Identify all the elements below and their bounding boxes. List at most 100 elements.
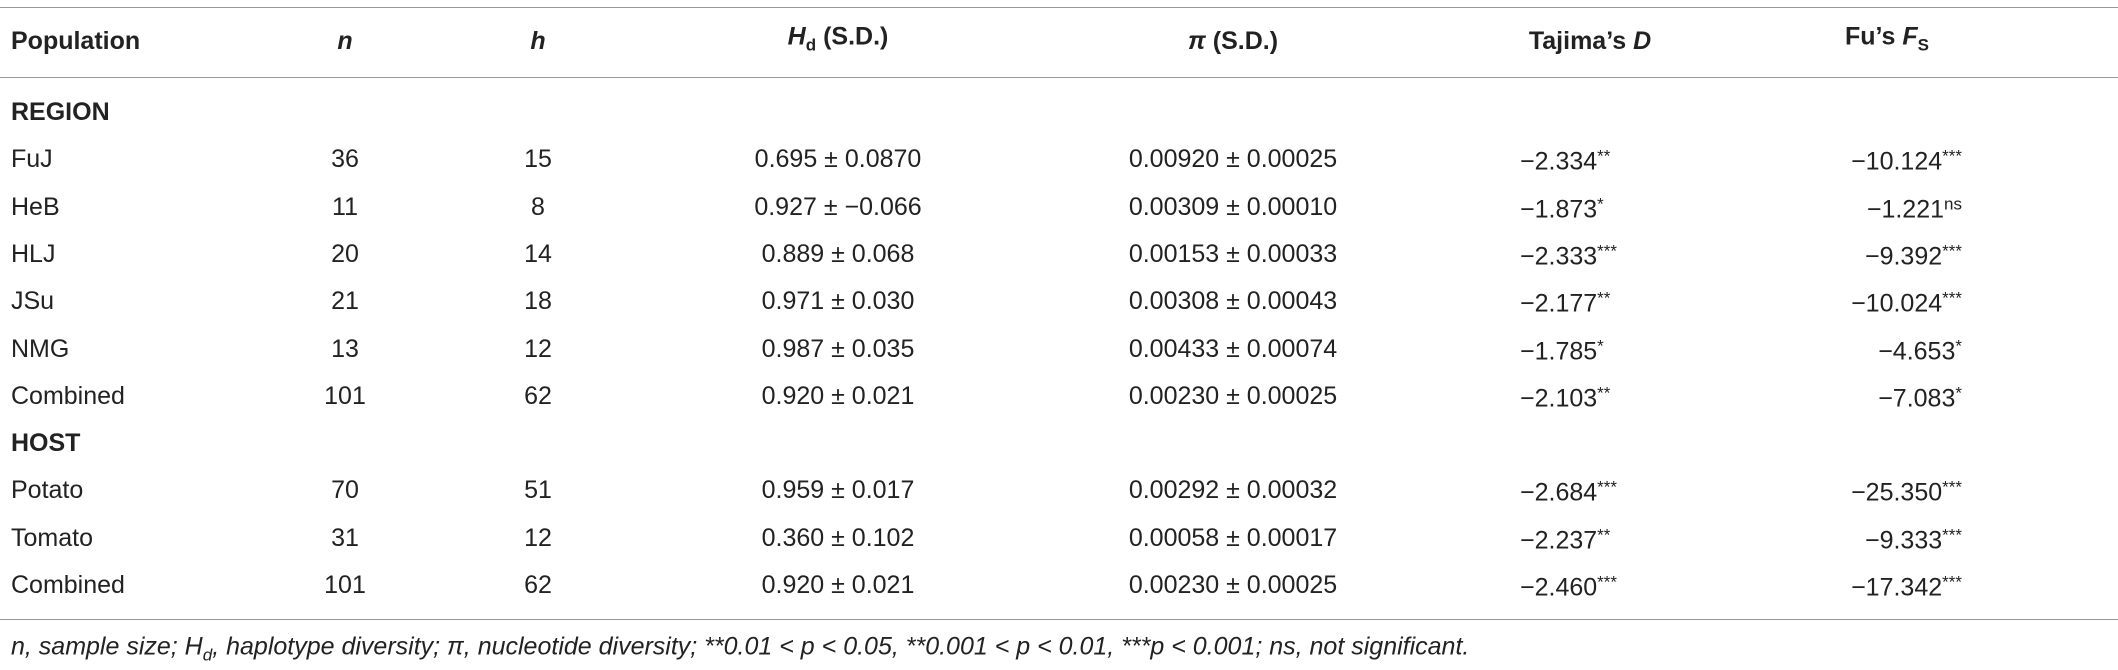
table-cell: 0.00153 ± 0.00033 [1128,239,1338,268]
table-cell: −17.342*** [1851,568,1962,603]
table-cell: 0.920 ± 0.021 [761,381,915,410]
significance-mark: ** [1597,146,1611,166]
table-cell: Tomato [11,523,93,552]
header-text: D [1633,27,1652,55]
table-cell: 15 [524,145,552,174]
significance-mark: *** [1942,288,1962,308]
table-cell: −2.684*** [1520,473,1617,508]
header-cell: n [337,26,352,56]
table-cell: 20 [331,239,359,268]
table-cell: −4.653* [1878,331,1962,366]
table-cell: Combined [11,571,125,599]
table-cell: 62 [524,381,552,410]
table-cell: 0.959 ± 0.017 [761,476,915,505]
table-cell: 0.00433 ± 0.00074 [1128,334,1338,363]
table-cell: 0.889 ± 0.068 [761,239,915,268]
cell-value: −2.460 [1520,573,1598,602]
table-cell: 101 [324,381,366,410]
significance-mark: * [1955,383,1962,403]
table-cell: 0.927 ± −0.066 [754,192,922,221]
significance-mark: * [1597,194,1604,214]
header-text: H [787,22,806,51]
table-cell: −10.124*** [1851,142,1962,177]
table-cell: −1.873* [1520,189,1604,224]
significance-mark: *** [1942,525,1962,545]
table-cell: 36 [331,145,359,174]
header-cell: h [530,26,545,56]
rule [0,619,2118,620]
table-cell: −9.392*** [1865,236,1962,271]
significance-mark: *** [1597,241,1618,261]
table-cell: 101 [324,571,366,599]
table-cell: −2.237** [1520,520,1610,555]
table-cell: 11 [332,192,358,221]
table-cell: 8 [531,192,545,221]
table-cell: 0.360 ± 0.102 [761,523,915,552]
table-cell: 0.00058 ± 0.00017 [1128,523,1338,552]
significance-mark: *** [1942,241,1962,261]
cell-value: −1.221 [1866,195,1945,224]
cell-value: −17.342 [1851,573,1943,602]
section-label: HOST [11,429,81,458]
table-cell: −2.460*** [1520,568,1617,603]
header-text: (S.D.) [816,22,889,51]
table-cell: 62 [524,571,552,599]
table-cell: −1.785* [1520,331,1604,366]
footnote-subscript: d [202,645,213,665]
table-cell: 0.987 ± 0.035 [761,334,915,363]
cell-value: −4.653 [1878,337,1956,365]
significance-mark: ** [1597,383,1611,403]
table-cell: −2.333*** [1520,236,1617,271]
table-cell: 13 [331,334,359,363]
table-cell: JSu [11,287,55,316]
significance-mark: *** [1597,572,1618,592]
cell-value: −9.333 [1864,526,1943,555]
footnote-text: n, sample size; H [11,632,203,661]
table-cell: −1.221ns [1867,189,1962,224]
table-cell: 14 [524,239,552,268]
cell-value: −2.177 [1520,289,1598,318]
table-cell: 12 [524,523,552,552]
significance-mark: *** [1942,477,1962,497]
table-cell: −2.177** [1520,284,1610,319]
table-cell: NMG [11,334,70,363]
table-cell: FuJ [11,145,53,174]
table-cell: HeB [11,192,60,221]
table-cell: −10.024*** [1851,284,1962,319]
table-cell: 0.00292 ± 0.00032 [1128,476,1338,505]
header-cell: π (S.D.) [1188,26,1278,56]
header-text: S [1917,35,1930,55]
table-cell: 0.00309 ± 0.00010 [1128,192,1338,221]
header-cell: Fu’s FS [1845,22,1929,61]
header-cell: Hd (S.D.) [788,22,889,61]
footnote: n, sample size; Hd, haplotype diversity;… [11,633,1469,666]
significance-mark: ns [1944,194,1962,214]
table-cell: 18 [524,287,552,316]
table-cell: 12 [524,334,552,363]
rule [0,77,2118,78]
cell-value: −1.873 [1520,195,1598,224]
table-cell: −25.350*** [1851,473,1962,508]
header-text: Fu’s [1844,22,1903,51]
cell-value: −2.237 [1520,526,1598,555]
header-text: d [805,35,817,55]
significance-mark: ** [1597,525,1611,545]
table-cell: −9.333*** [1865,520,1962,555]
table-cell: 0.920 ± 0.021 [761,571,915,599]
cell-value: −10.124 [1851,147,1943,176]
rule [0,7,2118,8]
header-text: (S.D.) [1205,27,1279,55]
table-cell: −7.083* [1878,378,1962,413]
header-text: π [1187,27,1206,55]
table-cell: HLJ [11,239,56,268]
header-text: h [530,27,546,55]
cell-value: −2.334 [1520,147,1598,176]
section-label: REGION [11,98,110,126]
table-cell: 31 [331,523,359,552]
significance-mark: *** [1597,477,1618,497]
table-cell: 0.00230 ± 0.00025 [1128,381,1338,410]
header-text: n [337,27,353,55]
table-cell: 0.00920 ± 0.00025 [1128,145,1338,174]
table-cell: 21 [331,287,359,316]
